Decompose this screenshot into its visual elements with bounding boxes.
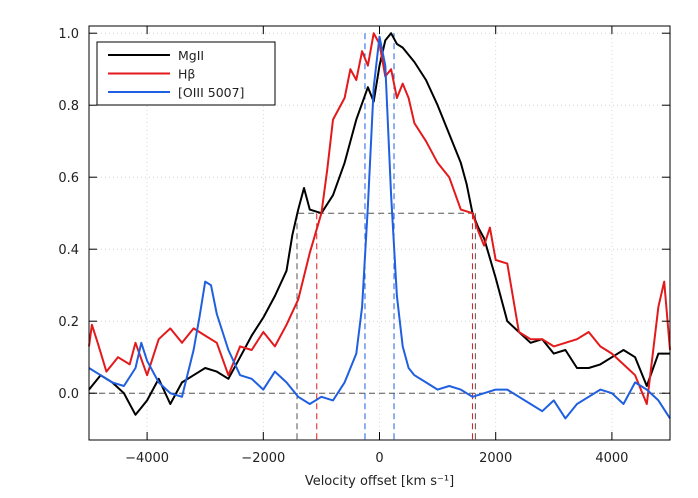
x-tick-label-2: 0 <box>375 451 383 466</box>
series-line-1 <box>88 32 671 405</box>
x-axis-title: Velocity offset [km s⁻¹] <box>305 474 454 489</box>
tick-labels: −4000 −2000 0 2000 4000 0.0 0.2 0.4 0.6 0.8 1.0 <box>58 27 628 466</box>
x-tick-label-1: −2000 <box>241 451 285 466</box>
series-line-0 <box>88 32 670 416</box>
y-tick-label-5: 1.0 <box>58 27 79 42</box>
x-tick-label-0: −4000 <box>125 451 169 466</box>
legend-label-2: [OIII 5007] <box>178 85 244 100</box>
legend-label-1: Hβ <box>178 67 195 82</box>
y-tick-label-4: 0.8 <box>58 99 79 114</box>
series-line-2 <box>88 35 671 420</box>
y-tick-label-1: 0.2 <box>58 315 79 330</box>
x-tick-label-3: 2000 <box>479 451 512 466</box>
axis-ticks <box>89 26 670 440</box>
legend: MgII Hβ [OIII 5007] <box>96 41 276 106</box>
legend-label-0: MgII <box>178 48 204 63</box>
x-tick-label-4: 4000 <box>595 451 628 466</box>
y-tick-label-3: 0.6 <box>58 171 79 186</box>
series-layer <box>88 32 671 420</box>
y-tick-label-2: 0.4 <box>58 243 79 258</box>
y-tick-label-0: 0.0 <box>58 387 79 402</box>
